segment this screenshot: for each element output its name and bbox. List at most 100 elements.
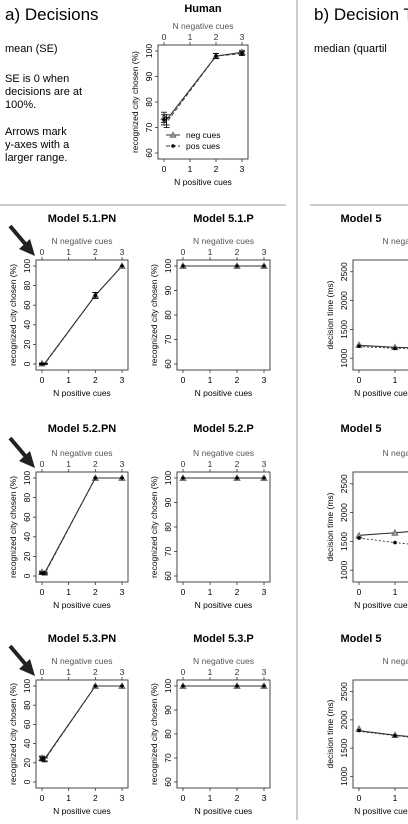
point-pos <box>120 476 124 480</box>
plot-box <box>35 471 129 583</box>
point-pos <box>181 684 185 688</box>
panel-title: Model 5.3.PN <box>48 633 117 645</box>
x2-tick-label: 0 <box>40 247 45 257</box>
point-pos <box>181 476 185 480</box>
x2-tick-label: 0 <box>40 667 45 677</box>
y-axis-label: recognized city chosen (%) <box>8 264 18 366</box>
x-tick-label: 3 <box>120 793 125 803</box>
y-tick-label: 2000 <box>339 291 349 310</box>
x-tick-label: 0 <box>40 587 45 597</box>
panel-title: Model 5 <box>341 423 382 435</box>
point-pos <box>162 118 166 122</box>
x-axis-label: N positive cues <box>354 600 408 610</box>
y-tick-label: 80 <box>163 522 173 532</box>
x-tick-label: 1 <box>208 587 213 597</box>
x2-tick-label: 0 <box>181 459 186 469</box>
y-tick-label: 80 <box>22 700 32 710</box>
x-tick-label: 2 <box>93 587 98 597</box>
x2-axis-label: N negative cues <box>52 448 113 458</box>
point-pos <box>181 264 185 268</box>
y-tick-label: 100 <box>144 44 154 58</box>
arrow-head <box>19 659 35 676</box>
plot-box <box>35 679 129 789</box>
x-tick-label: 0 <box>162 164 167 174</box>
x-tick-label: 0 <box>357 587 362 597</box>
x-tick-label: 3 <box>262 587 267 597</box>
x2-tick-label: 3 <box>120 667 125 677</box>
y-tick-label: 60 <box>22 719 32 729</box>
y-tick-label: 60 <box>144 148 154 158</box>
x-tick-label: 0 <box>40 793 45 803</box>
panel-title: Model 5.2.PN <box>48 423 117 435</box>
x2-tick-label: 2 <box>235 667 240 677</box>
y-tick-label: 100 <box>163 679 173 693</box>
plot-area <box>355 528 408 545</box>
panel-title: Model 5.3.P <box>193 633 254 645</box>
x-axis-label: N positive cues <box>195 806 253 816</box>
series-line-pos-cues <box>358 537 408 545</box>
legend-marker-neg <box>169 131 177 138</box>
x2-tick-label: 1 <box>66 667 71 677</box>
x-tick-label: 2 <box>235 793 240 803</box>
x-tick-label: 1 <box>393 587 398 597</box>
x-tick-label: 1 <box>208 793 213 803</box>
x-tick-label: 1 <box>188 164 193 174</box>
y-tick-label: 1000 <box>339 349 349 368</box>
x-axis-label: N positive cues <box>174 177 232 187</box>
x-axis-label: N positive cues <box>53 600 111 610</box>
series-line-pos-cues <box>163 53 243 124</box>
x2-axis-label: N negative cues <box>193 448 254 458</box>
point-pos <box>262 684 266 688</box>
panel-title: Model 5 <box>341 213 382 225</box>
x-tick-label: 1 <box>66 793 71 803</box>
point-pos <box>240 51 244 56</box>
y-tick-label: 0 <box>22 573 32 578</box>
y-tick-label: 90 <box>163 286 173 296</box>
y-tick-label: 80 <box>163 729 173 739</box>
point-pos <box>120 684 124 688</box>
y-tick-label: 1000 <box>339 561 349 580</box>
section-a-note2-1: Arrows mark <box>5 126 67 138</box>
y-tick-label: 40 <box>22 320 32 330</box>
panel-title: Model 5.2.P <box>193 423 254 435</box>
series-line-pos-cues <box>358 345 408 350</box>
section-a-note2-2: y-axes with a <box>5 139 70 151</box>
series-line-neg-cues <box>358 728 408 738</box>
x-tick-label: 2 <box>214 164 219 174</box>
series-line-neg-cues <box>358 531 408 537</box>
x2-axis-label: N negative cues <box>173 21 234 31</box>
y-tick-label: 70 <box>163 335 173 345</box>
x2-tick-label: 1 <box>66 247 71 257</box>
y-tick-label: 40 <box>22 532 32 542</box>
y-tick-label: 2500 <box>339 262 349 281</box>
point-pos <box>357 536 361 540</box>
y-tick-label: 80 <box>22 493 32 503</box>
y-tick-label: 100 <box>163 471 173 485</box>
y-tick-label: 80 <box>144 97 154 107</box>
plot-box <box>352 471 408 583</box>
point-pos <box>393 733 397 738</box>
section-a-title: a) Decisions <box>5 5 99 24</box>
point-pos <box>262 476 266 480</box>
y-tick-label: 70 <box>163 547 173 557</box>
point-pos <box>93 476 98 480</box>
arrow-shaft <box>8 644 29 668</box>
x2-tick-label: 0 <box>181 247 186 257</box>
x2-tick-label: 2 <box>93 459 98 469</box>
y-tick-label: 90 <box>144 72 154 82</box>
point-pos <box>40 362 44 366</box>
x-tick-label: 2 <box>235 587 240 597</box>
point-pos <box>393 540 397 545</box>
x-axis-label: N positive cues <box>53 388 111 398</box>
x2-tick-label: 3 <box>262 459 267 469</box>
y-tick-label: 60 <box>163 571 173 581</box>
panel-title: Model 5.1.PN <box>48 213 117 225</box>
x-tick-label: 3 <box>240 164 245 174</box>
y-tick-label: 60 <box>163 777 173 787</box>
y-tick-label: 90 <box>163 705 173 715</box>
section-a-note-2: decisions are at <box>5 86 82 98</box>
x2-axis-label: N negative cues <box>193 656 254 666</box>
y-tick-label: 70 <box>163 753 173 763</box>
